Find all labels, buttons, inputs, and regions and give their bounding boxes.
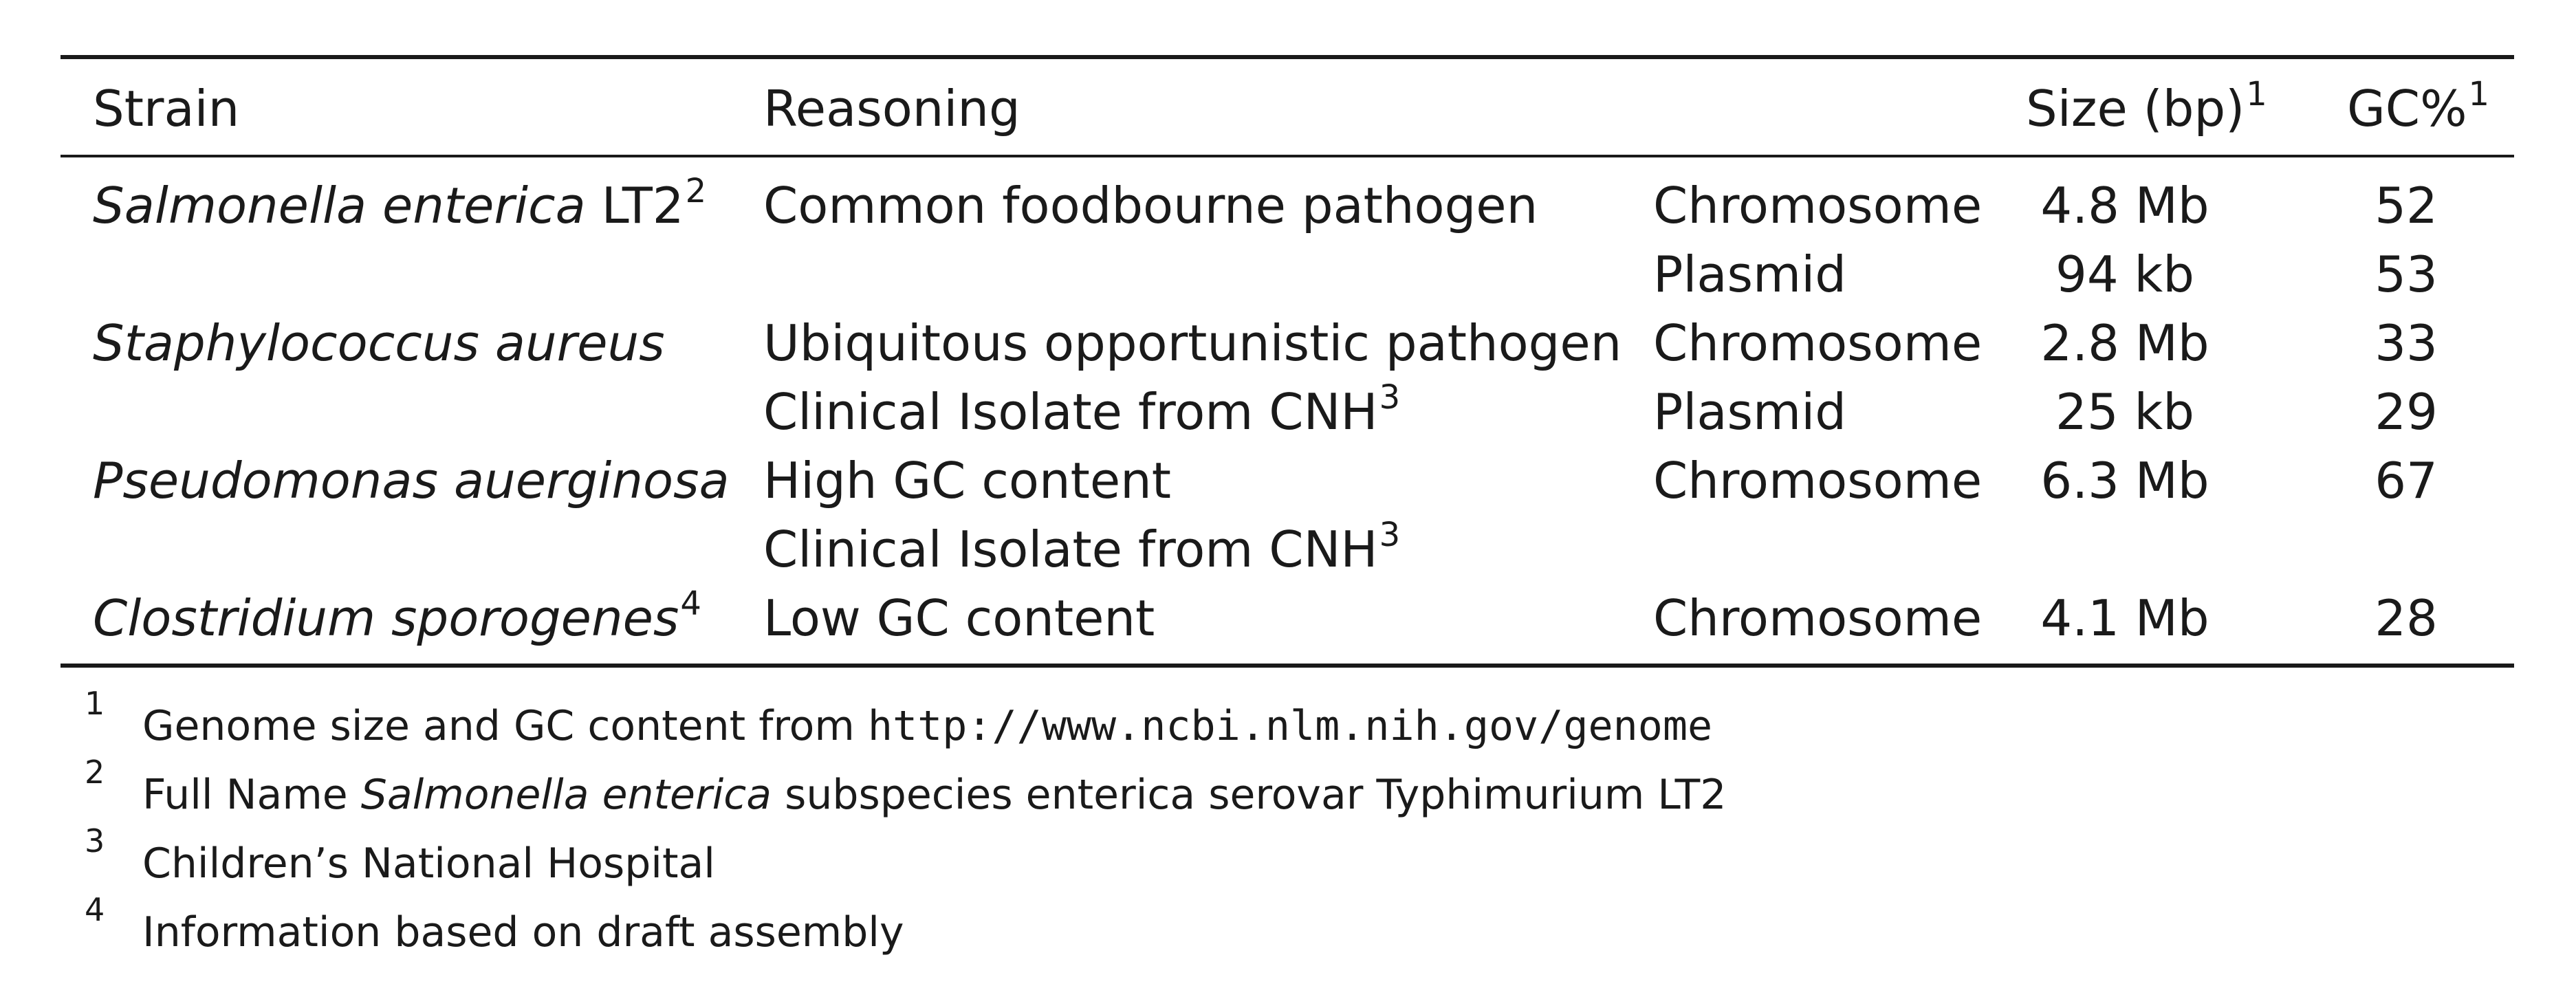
reasoning-footnote-mark: 3 xyxy=(1379,516,1401,554)
footnote-3: 3 Children’s National Hospital xyxy=(85,825,715,884)
cell-strain: Clostridium sporogenes4 xyxy=(93,584,701,647)
cell-size: 25 kb xyxy=(2055,383,2194,441)
cell-strain xyxy=(93,525,94,574)
cell-size: 2.8 Mb xyxy=(2040,314,2209,372)
header-gc-footnote-mark: 1 xyxy=(2468,75,2490,113)
cell-strain xyxy=(93,250,94,299)
cell-replicon-type: Chromosome xyxy=(1653,314,1983,372)
header-reasoning: Reasoning xyxy=(763,80,1020,138)
footnote-url[interactable]: http://www.ncbi.nlm.nih.gov/genome xyxy=(867,702,1713,750)
footnote-number: 4 xyxy=(85,891,105,928)
footnote-2: 2 Full Name Salmonella enterica subspeci… xyxy=(85,756,1726,815)
cell-reasoning: Ubiquitous opportunistic pathogen xyxy=(763,314,1622,372)
footnote-4: 4 Information based on draft assembly xyxy=(85,894,904,953)
header-size: Size (bp)1 xyxy=(2026,75,2267,138)
footnote-text: Genome size and GC content from xyxy=(142,702,868,750)
cell-reasoning: Low GC content xyxy=(763,589,1155,647)
cell-strain: Pseudomonas auerginosa xyxy=(93,452,730,510)
cell-gc: 28 xyxy=(2375,589,2438,647)
footnote-text: Information based on draft assembly xyxy=(142,908,904,956)
footnote-text: Children’s National Hospital xyxy=(142,840,715,888)
cell-reasoning: Common foodbourne pathogen xyxy=(763,177,1538,234)
cell-gc: 67 xyxy=(2375,452,2438,510)
cell-reasoning: Clinical Isolate from CNH3 xyxy=(763,378,1401,441)
cell-reasoning xyxy=(763,250,765,299)
cell-strain: Staphylococcus aureus xyxy=(93,314,665,372)
footnote-number: 3 xyxy=(85,822,105,859)
header-size-footnote-mark: 1 xyxy=(2246,75,2267,113)
footnote-text: subspecies enterica serovar Typhimurium … xyxy=(772,771,1727,819)
cell-gc: 52 xyxy=(2375,177,2438,234)
table-header-rule xyxy=(61,155,2514,157)
strain-footnote-mark: 2 xyxy=(685,172,707,210)
footnote-1: 1 Genome size and GC content from http:/… xyxy=(85,688,1713,750)
cell-strain xyxy=(93,387,94,437)
cell-replicon-type: Chromosome xyxy=(1653,177,1983,234)
table-bottom-rule xyxy=(61,664,2514,668)
cell-replicon-type: Plasmid xyxy=(1653,383,1846,441)
reasoning-footnote-mark: 3 xyxy=(1379,378,1401,417)
footnote-italic-name: Salmonella enterica xyxy=(360,771,772,819)
cell-replicon-type: Chromosome xyxy=(1653,589,1983,647)
cell-size: 4.1 Mb xyxy=(2040,589,2209,647)
cell-size: 94 kb xyxy=(2055,245,2194,303)
header-gc: GC%1 xyxy=(2347,75,2490,138)
cell-strain: Salmonella enterica LT22 xyxy=(93,172,707,234)
strain-footnote-mark: 4 xyxy=(680,584,701,623)
footnote-number: 2 xyxy=(85,754,105,791)
cell-replicon-type: Chromosome xyxy=(1653,452,1983,510)
cell-reasoning: High GC content xyxy=(763,452,1171,510)
cell-reasoning: Clinical Isolate from CNH3 xyxy=(763,516,1401,578)
footnote-number: 1 xyxy=(85,685,105,722)
cell-gc: 29 xyxy=(2375,383,2438,441)
cell-size: 4.8 Mb xyxy=(2040,177,2209,234)
table-top-rule xyxy=(61,55,2514,59)
cell-replicon-type: Plasmid xyxy=(1653,245,1846,303)
header-strain: Strain xyxy=(93,80,240,138)
footnote-prefix: Full Name xyxy=(142,771,361,819)
cell-gc: 33 xyxy=(2375,314,2438,372)
cell-gc: 53 xyxy=(2375,245,2438,303)
cell-size: 6.3 Mb xyxy=(2040,452,2209,510)
